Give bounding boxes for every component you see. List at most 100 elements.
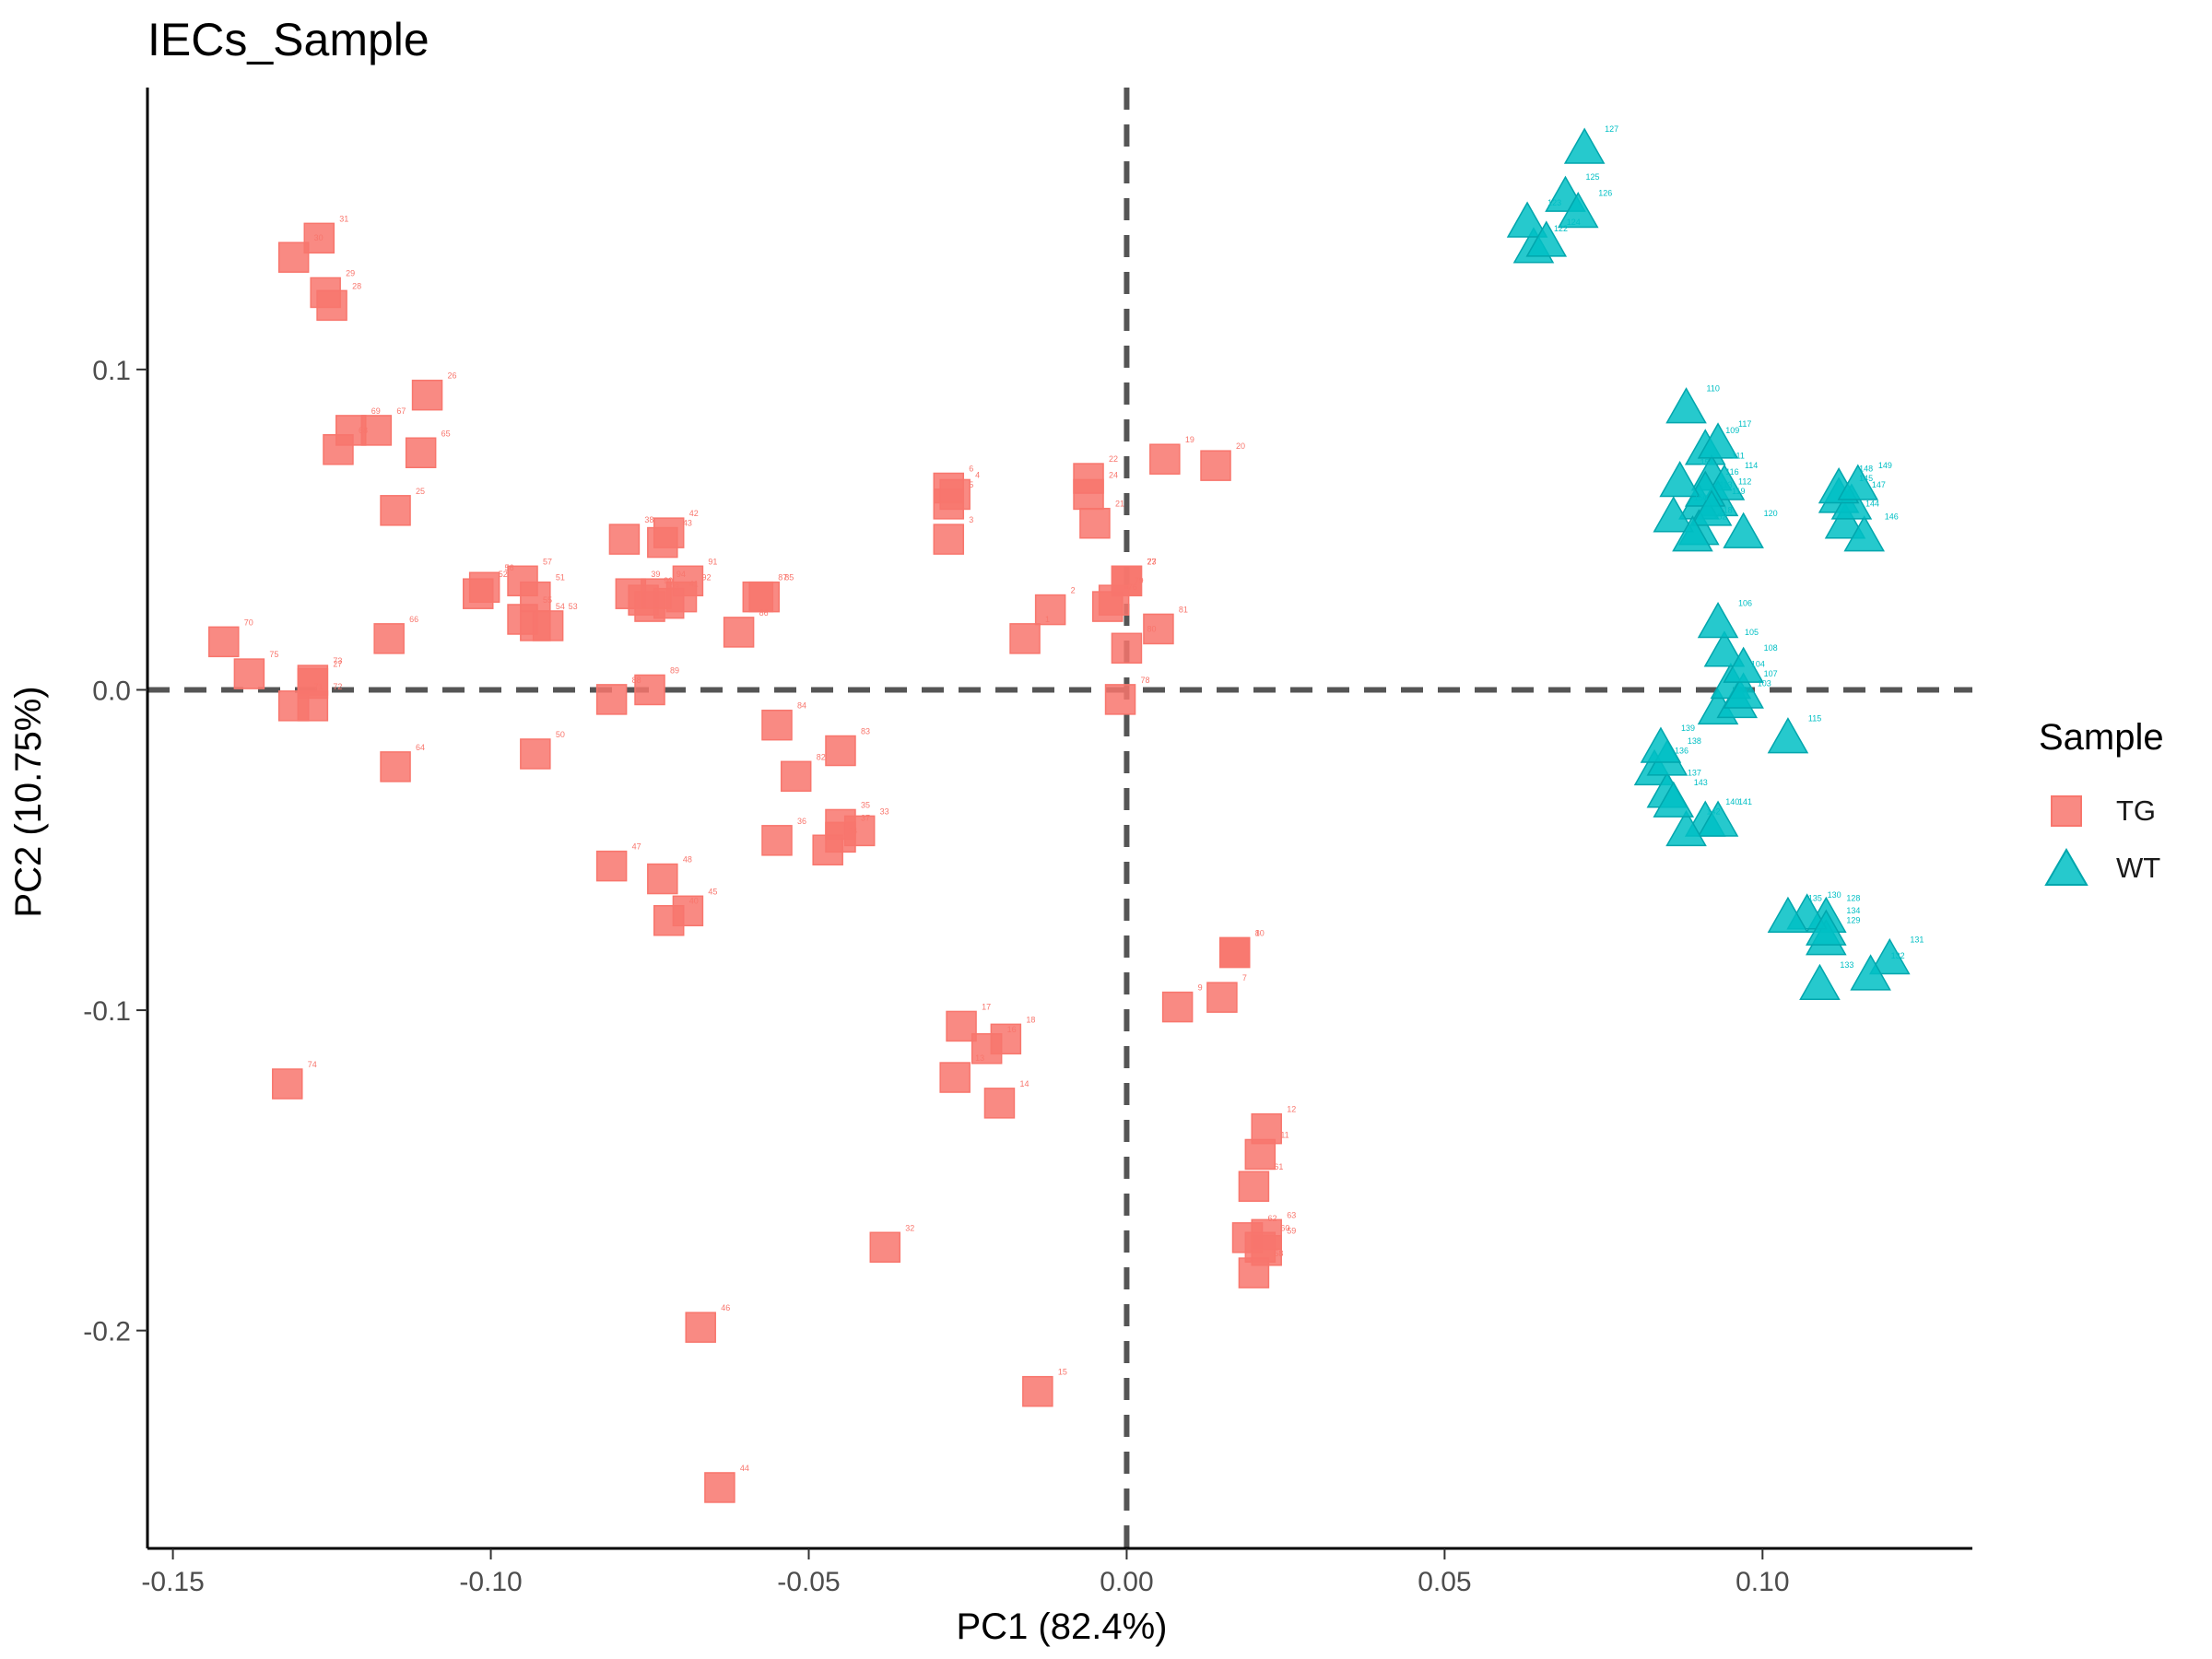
point-label: 36 xyxy=(797,817,806,826)
wt-point xyxy=(1697,601,1739,639)
point-label: 116 xyxy=(1725,467,1738,477)
point-label: 123 xyxy=(1547,198,1561,207)
point-label: 71 xyxy=(314,682,324,691)
point-label: 5 xyxy=(969,480,973,489)
wt-point xyxy=(1659,461,1700,498)
point-label: 86 xyxy=(759,608,769,618)
tg-point xyxy=(825,735,856,767)
tg-point xyxy=(1238,1171,1270,1202)
point-label: 57 xyxy=(543,557,552,566)
point-label: 42 xyxy=(689,509,699,518)
point-label: 152 xyxy=(1712,512,1726,522)
tg-point xyxy=(672,895,704,927)
wt-point xyxy=(1563,127,1606,164)
point-label: 87 xyxy=(778,573,787,582)
tg-point xyxy=(1073,478,1104,511)
tg-point xyxy=(780,760,812,793)
point-label: 128 xyxy=(1846,893,1860,902)
legend: Sample TG WT xyxy=(2039,717,2164,897)
wt-point xyxy=(1850,954,1891,991)
point-label: 14 xyxy=(1019,1079,1029,1088)
tg-point xyxy=(1200,450,1231,481)
point-label: 126 xyxy=(1598,189,1612,198)
point-label: 81 xyxy=(1179,605,1188,614)
point-label: 70 xyxy=(244,618,253,627)
point-label: 17 xyxy=(982,1002,991,1011)
point-label: 8 xyxy=(1255,928,1260,937)
tg-point xyxy=(272,1068,303,1100)
wt-point xyxy=(1723,646,1764,683)
point-label: 65 xyxy=(441,429,451,438)
tg-point xyxy=(1218,936,1251,969)
point-label: 82 xyxy=(817,752,826,761)
point-label: 72 xyxy=(333,682,342,691)
point-labels: 1234567891011121314151617181920212223242… xyxy=(244,124,1924,1473)
point-label: 84 xyxy=(797,701,806,711)
point-label: 151 xyxy=(1700,458,1714,467)
point-label: 88 xyxy=(632,676,641,685)
point-label: 75 xyxy=(269,650,278,659)
tg-point xyxy=(595,850,628,882)
point-label: 55 xyxy=(543,595,552,605)
tg-point xyxy=(507,565,538,597)
wt-point xyxy=(1837,464,1879,500)
wt-point xyxy=(1869,937,1911,975)
legend-item-tg: TG xyxy=(2039,782,2164,840)
point-label: 146 xyxy=(1885,512,1899,522)
point-label: 145 xyxy=(1859,474,1873,483)
point-label: 148 xyxy=(1859,464,1873,473)
x-tick-label: 0.05 xyxy=(1418,1567,1471,1597)
point-label: 21 xyxy=(1115,500,1124,509)
tg-point xyxy=(303,222,335,254)
point-label: 139 xyxy=(1681,724,1695,733)
legend-label-tg: TG xyxy=(2116,794,2157,827)
tg-point xyxy=(723,617,755,648)
point-label: 112 xyxy=(1738,477,1751,486)
tick-labels: -0.15 -0.10 -0.05 0.00 0.05 0.10 -0.2 -0.1 0.0 0.… xyxy=(83,356,1789,1597)
point-label: 16 xyxy=(1007,1025,1017,1034)
point-label: 46 xyxy=(721,1303,730,1312)
wt-point xyxy=(1697,422,1739,459)
legend-item-wt: WT xyxy=(2039,840,2164,897)
point-label: 28 xyxy=(352,281,361,290)
tg-point xyxy=(647,863,678,895)
tg-point xyxy=(360,415,393,446)
point-label: 78 xyxy=(1141,676,1150,685)
tg-point xyxy=(685,1312,716,1343)
tg-point xyxy=(297,665,329,696)
legend-label-wt: WT xyxy=(2116,852,2161,884)
point-label: 93 xyxy=(670,582,679,592)
wt-point xyxy=(1525,220,1568,257)
tg-point xyxy=(1251,1218,1282,1251)
tg-point xyxy=(1161,991,1194,1023)
point-label: 31 xyxy=(339,214,348,223)
point-label: 13 xyxy=(975,1053,984,1063)
tg-point xyxy=(411,379,443,411)
tg-point xyxy=(208,626,240,658)
tg-point xyxy=(1034,594,1066,626)
tg-point xyxy=(1206,982,1238,1013)
point-label: 4 xyxy=(975,470,980,479)
point-label: 51 xyxy=(556,573,565,582)
point-label: 68 xyxy=(359,426,368,435)
point-label: 6 xyxy=(969,464,973,473)
point-label: 90 xyxy=(664,576,673,585)
point-label: 38 xyxy=(644,515,653,524)
point-label: 89 xyxy=(670,665,679,675)
point-label: 11 xyxy=(1280,1130,1288,1139)
wt-point xyxy=(1506,201,1548,238)
wt-point xyxy=(1640,726,1682,763)
tg-point xyxy=(1079,507,1111,539)
point-label: 25 xyxy=(416,487,425,496)
point-label: 79 xyxy=(1135,576,1144,585)
point-label: 62 xyxy=(1268,1214,1277,1223)
tg-point xyxy=(520,738,551,770)
point-label: 103 xyxy=(1758,678,1771,688)
point-label: 135 xyxy=(1808,893,1822,902)
x-tick-label: -0.10 xyxy=(459,1567,522,1597)
tg-point xyxy=(869,1231,901,1264)
point-label: 125 xyxy=(1585,172,1599,182)
series-tg-points xyxy=(208,222,1282,1503)
point-label: 40 xyxy=(689,897,699,906)
